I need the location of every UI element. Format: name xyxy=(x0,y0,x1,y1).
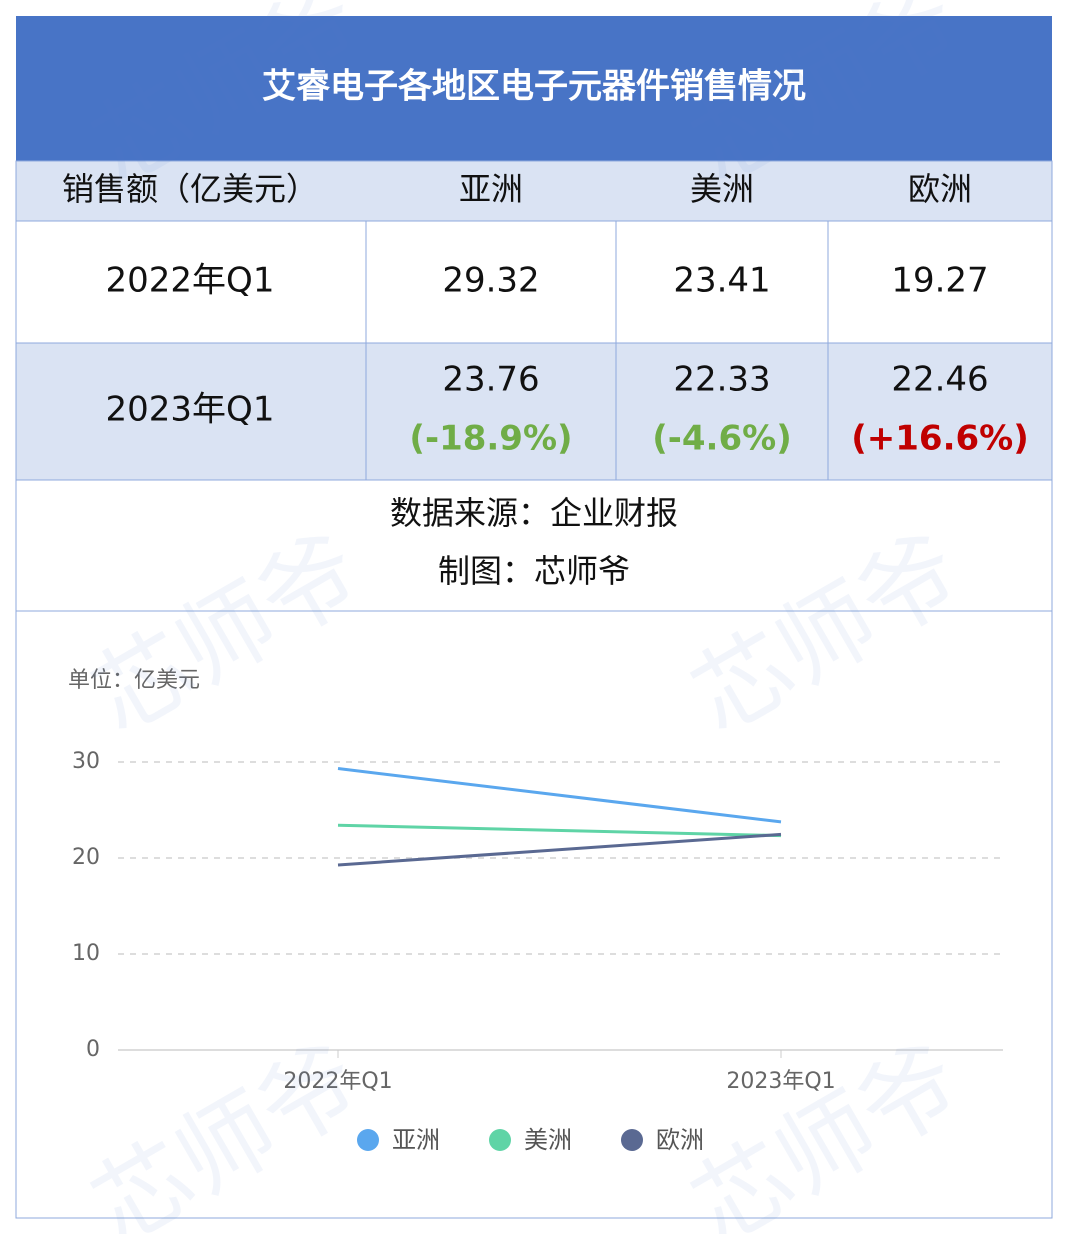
cell-value: 22.33 xyxy=(673,360,770,400)
legend-marker xyxy=(357,1129,379,1151)
source-box xyxy=(15,479,1053,612)
y-tick-label: 0 xyxy=(86,1037,100,1062)
cell-value: 23.76 xyxy=(442,360,539,400)
legend-label: 欧洲 xyxy=(656,1126,704,1154)
line xyxy=(337,823,782,838)
source: 数据来源：企业财报 xyxy=(390,494,678,532)
header-row xyxy=(15,160,1053,222)
chart-box xyxy=(15,610,1053,1219)
cell-change: (-4.6%) xyxy=(652,419,792,459)
y-tick-label: 20 xyxy=(72,845,100,870)
cell-change: (+16.6%) xyxy=(851,419,1029,459)
row xyxy=(15,342,1053,481)
line xyxy=(337,767,782,824)
header-cell: 销售额（亿美元） xyxy=(62,170,318,208)
legend-label: 美洲 xyxy=(524,1126,572,1154)
header-cell: 美洲 xyxy=(690,170,754,208)
row-label: 2023年Q1 xyxy=(106,390,275,430)
line xyxy=(337,832,782,867)
credit: 制图：芯师爷 xyxy=(438,552,630,590)
row-label: 2022年Q1 xyxy=(106,261,275,301)
legend-marker xyxy=(621,1129,643,1151)
cell-value: 29.32 xyxy=(442,261,539,301)
column-dividers xyxy=(365,221,829,480)
x-tick-label: 2022年Q1 xyxy=(283,1069,392,1094)
cell-value: 23.41 xyxy=(673,261,770,301)
header-cell: 亚洲 xyxy=(459,170,523,208)
title: 艾睿电子各地区电子元器件销售情况 xyxy=(262,67,806,107)
cell-value: 22.46 xyxy=(891,360,988,400)
y-tick-label: 30 xyxy=(72,749,100,774)
title-band xyxy=(16,16,1052,161)
legend-marker xyxy=(489,1129,511,1151)
cell-value: 19.27 xyxy=(891,261,988,301)
x-tick-label: 2023年Q1 xyxy=(726,1069,835,1094)
y-axis-label: 单位：亿美元 xyxy=(68,668,200,693)
y-tick-label: 10 xyxy=(72,941,100,966)
cell-change: (-18.9%) xyxy=(409,419,572,459)
row xyxy=(15,220,1053,344)
header-cell: 欧洲 xyxy=(908,170,972,208)
legend-label: 亚洲 xyxy=(392,1126,440,1154)
